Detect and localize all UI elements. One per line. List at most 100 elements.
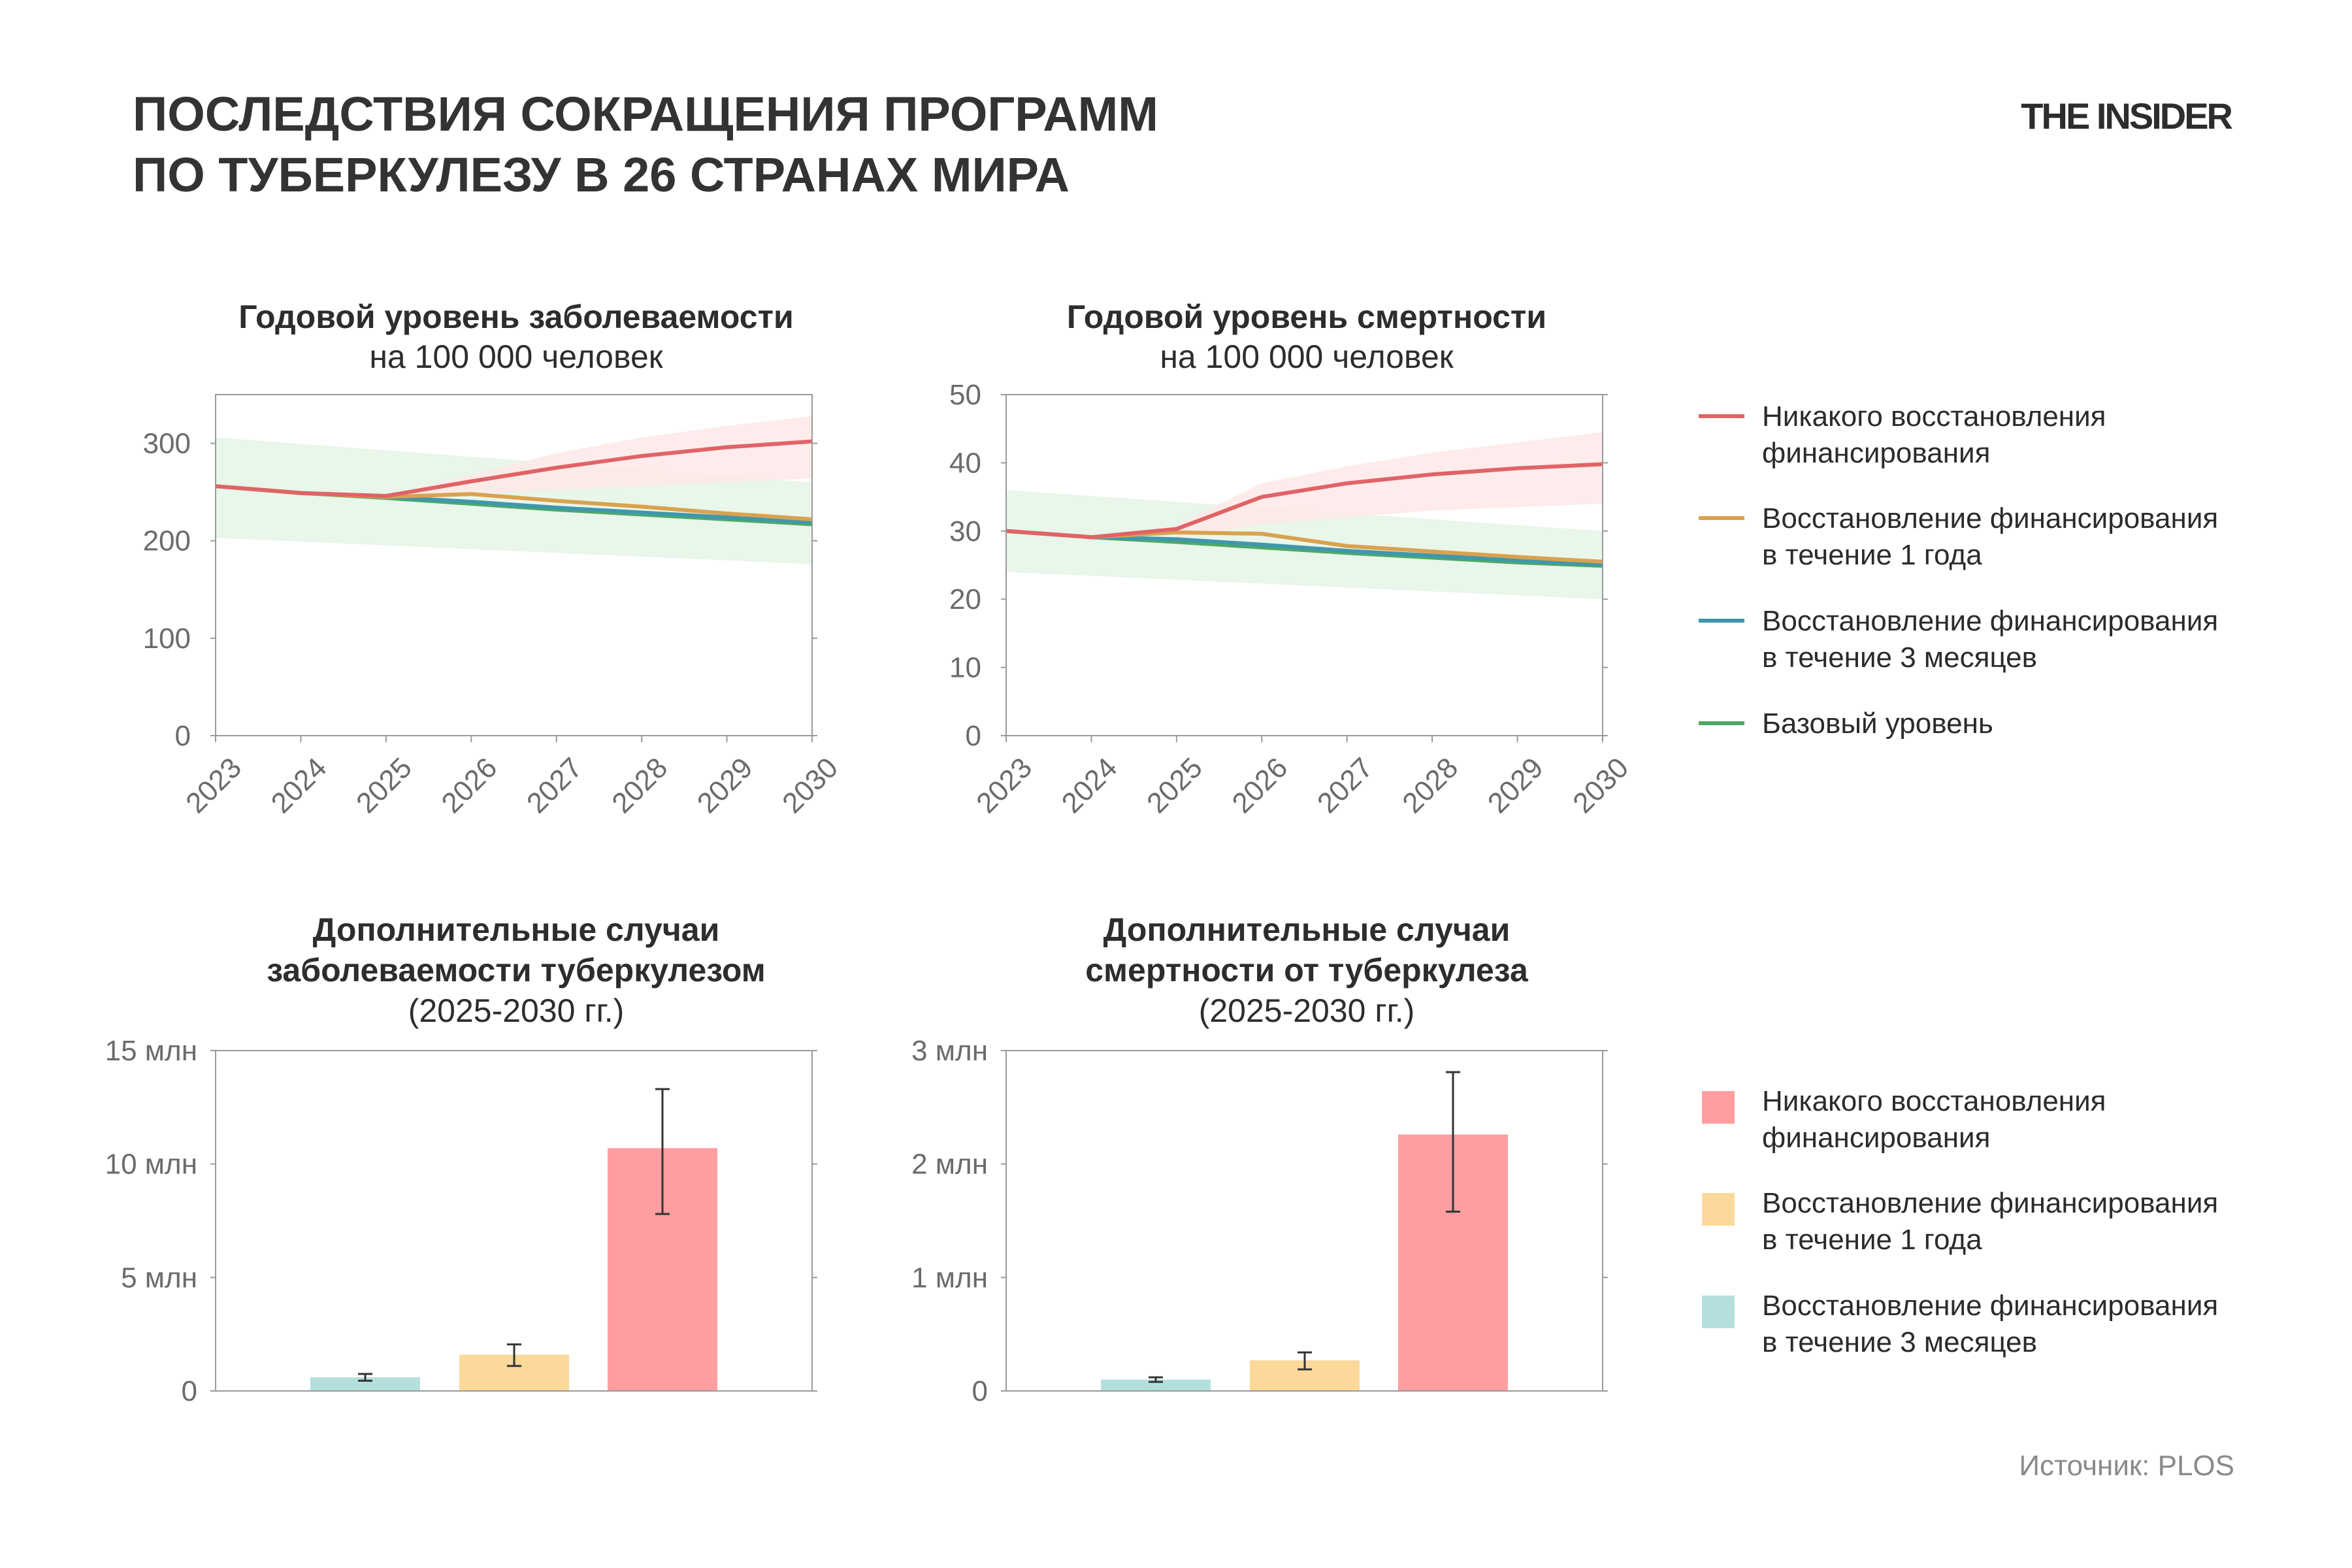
source-note: Источник: PLOS: [2019, 1450, 2234, 1482]
x-tick-label: 2027: [1311, 751, 1379, 819]
x-tick-label: 2023: [970, 751, 1038, 819]
chart-3-title-line-2: заболеваемости туберкулезом: [267, 952, 766, 988]
y-tick-label: 5 млн: [121, 1262, 197, 1294]
bar-0: [1101, 1379, 1211, 1391]
plot-frame: [1005, 1050, 1603, 1392]
data-point-series-3-2025: [385, 495, 387, 497]
data-point-series-2-2027: [555, 500, 557, 502]
legend-line-label-no-recovery-2: финансирования: [1762, 437, 1990, 469]
legend-line-label-3-months-2: в течение 3 месяцев: [1762, 642, 2037, 674]
chart-incidence-rate: 0 100 200 300 2023 2024 2025 2026 2027 2028 2029 20…: [143, 394, 844, 819]
bar-0: [310, 1377, 420, 1391]
data-point-series-0-2026: [1261, 546, 1263, 548]
x-tick-label: 2030: [1567, 751, 1635, 819]
x-tick-label: 2024: [265, 751, 333, 819]
y-tick-label: 300: [143, 428, 191, 460]
y-tick-label: 2 млн: [911, 1149, 988, 1181]
data-point-series-3-2027: [1346, 482, 1348, 484]
legend-bar-swatch-1-year: [1702, 1193, 1735, 1226]
chart-4-title-line-1: Дополнительные случаи: [1103, 911, 1511, 948]
data-point-series-3-2026: [1261, 496, 1263, 498]
page-title-line-1: ПОСЛЕДСТВИЯ СОКРАЩЕНИЯ ПРОГРАММ: [133, 87, 1158, 141]
series-line-3: [215, 439, 813, 498]
y-tick-label: 0: [966, 720, 981, 752]
legend-bar-label-no-recovery-2: финансирования: [1762, 1122, 1990, 1154]
data-point-series-1-2029: [726, 516, 728, 518]
plot-frame: [215, 1050, 813, 1392]
data-point-series-2-2026: [1261, 532, 1263, 534]
data-point-series-1-2026: [1261, 544, 1263, 546]
legend-bars: Никакого восстановления финансирования В…: [1702, 1085, 2218, 1358]
data-point-series-2-2028: [641, 506, 643, 508]
data-point-series-1-2027: [555, 507, 557, 509]
chart-3-title-line-1: Дополнительные случаи: [313, 911, 720, 948]
legend-line-label-no-recovery-1: Никакого восстановления: [1762, 400, 2106, 433]
legend-line-label-baseline: Базовый уровень: [1762, 708, 1993, 740]
x-tick-label: 2028: [1396, 751, 1464, 819]
legend-bar-swatch-3-months: [1702, 1296, 1735, 1328]
data-point-series-2-2029: [726, 512, 728, 514]
data-point-series-3-2025: [1175, 528, 1177, 530]
data-point-series-3-2029: [1516, 467, 1518, 469]
x-tick-label: 2029: [691, 751, 759, 819]
y-tick-label: 200: [143, 525, 191, 557]
y-tick-label: 0: [182, 1375, 197, 1407]
data-point-series-2-2028: [1431, 551, 1433, 553]
data-point-series-1-2028: [641, 512, 643, 514]
y-tick-label: 3 млн: [911, 1035, 988, 1067]
brand-logo: THE INSIDER: [2021, 95, 2232, 137]
data-point-series-1-2025: [1175, 538, 1177, 540]
data-point-series-2-2025: [1175, 531, 1177, 533]
x-tick-label: 2025: [350, 751, 418, 819]
legend-bar-label-3-months-2: в течение 3 месяцев: [1762, 1326, 2037, 1358]
data-point-series-3-2028: [641, 455, 643, 457]
data-point-series-1-2028: [1431, 555, 1433, 557]
x-tick-label: 2028: [606, 751, 674, 819]
data-point-series-2-2029: [1516, 556, 1518, 558]
data-point-series-3-2028: [1431, 474, 1433, 476]
x-tick-label: 2023: [180, 751, 248, 819]
x-tick-label: 2024: [1056, 751, 1124, 819]
uncertainty-band-0: [216, 437, 812, 564]
data-point-series-1-2029: [1516, 559, 1518, 561]
y-tick-label: 15 млн: [105, 1035, 197, 1067]
uncertainty-band-0: [1006, 490, 1603, 600]
y-tick-label: 20: [949, 583, 981, 615]
legend-bar-label-1-year-2: в течение 1 года: [1762, 1224, 1982, 1256]
chart-1-subtitle: на 100 000 человек: [369, 338, 663, 375]
legend-bar-label-no-recovery-1: Никакого восстановления: [1762, 1085, 2106, 1117]
data-point-series-3-2027: [555, 466, 557, 468]
legend-line-label-1-year-2: в течение 1 года: [1762, 539, 1982, 571]
x-tick-label: 2026: [435, 751, 503, 819]
y-tick-label: 40: [949, 447, 981, 479]
data-point-series-0-2025: [1175, 541, 1177, 543]
data-point-series-3-2026: [470, 480, 472, 482]
y-tick-label: 0: [972, 1375, 988, 1407]
uncertainty-band-1: [1176, 432, 1603, 538]
legend-line-label-3-months-1: Восстановление финансирования: [1762, 605, 2218, 637]
plot-frame: [215, 394, 813, 736]
chart-2-title: Годовой уровень смертности: [1067, 299, 1546, 335]
data-point-series-2-2027: [1346, 545, 1348, 547]
x-tick-label: 2025: [1141, 751, 1209, 819]
data-point-series-1-2027: [1346, 550, 1348, 552]
legend-lines: Никакого восстановления финансирования В…: [1699, 400, 2218, 740]
plot-frame: [1005, 394, 1603, 736]
chart-3-title-line-3: (2025-2030 гг.): [408, 992, 625, 1029]
data-point-series-1-2026: [470, 501, 472, 503]
legend-bar-label-3-months-1: Восстановление финансирования: [1762, 1290, 2218, 1322]
series-line-3: [1005, 462, 1603, 540]
chart-4-title-line-2: смертности от туберкулеза: [1085, 952, 1529, 988]
chart-additional-cases: 0 5 млн 10 млн 15 млн: [105, 1035, 817, 1407]
x-tick-label: 2030: [776, 751, 844, 819]
y-tick-label: 1 млн: [911, 1262, 988, 1294]
legend-bar-label-1-year-1: Восстановление финансирования: [1762, 1187, 2218, 1219]
y-tick-label: 100: [143, 623, 191, 655]
x-tick-label: 2026: [1226, 751, 1294, 819]
y-tick-label: 0: [175, 720, 191, 752]
data-point-series-3-2024: [300, 492, 302, 494]
x-tick-label: 2029: [1482, 751, 1550, 819]
chart-1-title: Годовой уровень заболеваемости: [238, 299, 794, 335]
